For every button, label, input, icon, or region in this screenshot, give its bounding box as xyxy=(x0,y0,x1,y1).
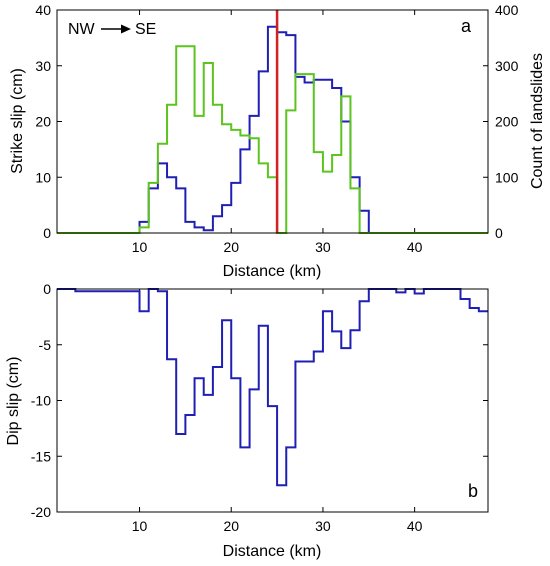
panel-a-ytick-label-1: 10 xyxy=(35,169,51,185)
panel-a-xtick-label-3: 40 xyxy=(407,239,423,255)
panel-a-series-1-right xyxy=(57,45,488,234)
panel-a-series-0-left xyxy=(57,25,488,234)
panel-a-ytick-right-label-3: 300 xyxy=(495,58,519,74)
panel-b-label: b xyxy=(468,481,478,501)
panel-a-ytick-label-0: 0 xyxy=(43,225,51,241)
direction-arrow-icon xyxy=(101,24,131,34)
panel-a-xtick-label-0: 10 xyxy=(132,239,148,255)
panel-a-series xyxy=(57,25,488,234)
panel-a-xtick-label-2: 30 xyxy=(315,239,331,255)
panel-b-series xyxy=(57,288,488,487)
panel-b-ytick-label-4: -20 xyxy=(31,504,51,520)
panel-a-ytick-label-4: 40 xyxy=(35,2,51,18)
panel-a-ylabel: Strike slip (cm) xyxy=(9,68,26,174)
panel-a-ytick-right-label-4: 400 xyxy=(495,2,519,18)
panel-b-xtick-label-1: 20 xyxy=(223,518,239,534)
panel-b-ylabel: Dip slip (cm) xyxy=(5,357,22,446)
panel-a-ylabel-right: Count of landslides xyxy=(529,53,546,189)
panel-a-ytick-right-label-1: 100 xyxy=(495,169,519,185)
panel-a-ytick-label-2: 20 xyxy=(35,114,51,130)
panel-b-ytick-label-2: -10 xyxy=(31,393,51,409)
panel-b-ytick-label-1: -5 xyxy=(39,337,52,353)
panel-b-series-0-left xyxy=(57,288,488,487)
panel-b-xtick-label-0: 10 xyxy=(132,518,148,534)
panel-b-dip-slip: 10 20 30 40 0 -5 -10 -15 -20 b Distance (km) Dip… xyxy=(5,281,489,560)
panel-a-ytick-right-label-0: 0 xyxy=(495,225,503,241)
panel-a-frame xyxy=(56,9,489,234)
panel-b-ytick-label-0: 0 xyxy=(43,281,51,297)
direction-se-label: SE xyxy=(135,21,156,38)
panel-a-xtick-label-1: 20 xyxy=(223,239,239,255)
panel-a-plot-area xyxy=(57,10,488,233)
panel-b-xtick-label-3: 40 xyxy=(407,518,423,534)
panel-b-xlabel: Distance (km) xyxy=(223,543,322,560)
panel-a-label: a xyxy=(461,16,472,36)
direction-nw-label: NW xyxy=(68,21,96,38)
panel-b-xtick-label-2: 30 xyxy=(315,518,331,534)
panel-b-plot-area xyxy=(57,289,488,512)
panel-a-ytick-right-label-2: 200 xyxy=(495,114,519,130)
panel-b-frame xyxy=(56,288,489,513)
panel-a-ytick-label-3: 30 xyxy=(35,58,51,74)
panel-b-ytick-label-3: -15 xyxy=(31,448,51,464)
panel-a-xlabel: Distance (km) xyxy=(223,263,322,280)
